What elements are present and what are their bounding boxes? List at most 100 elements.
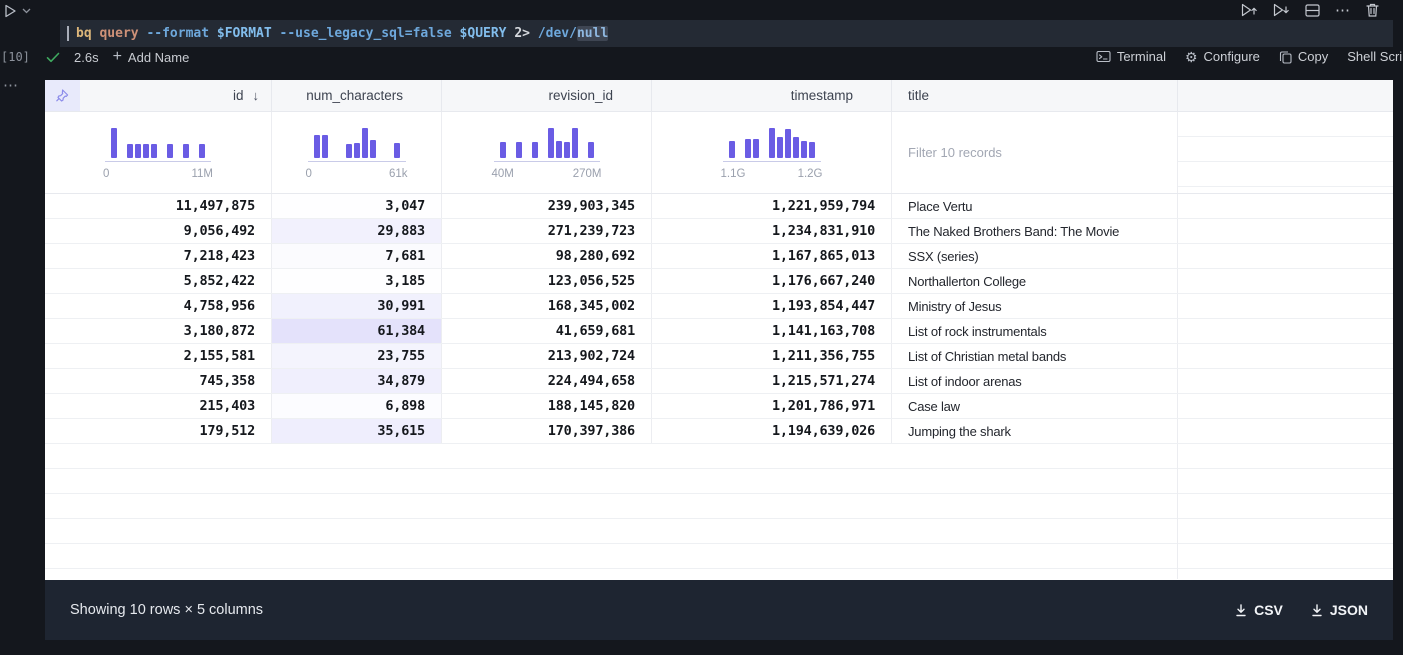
cell-title: Jumping the shark <box>891 419 1177 443</box>
hist-bar <box>353 143 360 158</box>
hist-bar <box>151 144 157 158</box>
split-cell-icon[interactable] <box>1305 3 1320 17</box>
play-icon <box>4 4 17 18</box>
hist-bar <box>784 128 791 158</box>
export-buttons: CSV JSON <box>1235 602 1368 618</box>
hist-min-label: 40M <box>491 167 514 180</box>
table-row[interactable]: 3,180,872 61,384 41,659,681 1,141,163,708 Li… <box>45 319 1393 344</box>
chevron-down-icon[interactable] <box>22 8 31 14</box>
cell-revision_id: 271,239,723 <box>441 219 651 243</box>
header-cell-revision_id[interactable]: revision_id <box>441 80 651 111</box>
table-row[interactable]: 215,403 6,898 188,145,820 1,201,786,971 Case… <box>45 394 1393 419</box>
cell-title: List of Christian metal bands <box>891 344 1177 368</box>
table-row[interactable]: 11,497,875 3,047 239,903,345 1,221,959,794 P… <box>45 194 1393 219</box>
hist-bar <box>752 139 759 158</box>
hist-min-label: 1.1G <box>720 167 746 180</box>
cell-title: Place Vertu <box>891 194 1177 218</box>
cell-empty <box>1177 244 1393 268</box>
success-check-icon <box>46 52 60 63</box>
copy-button[interactable]: Copy <box>1279 49 1328 64</box>
terminal-button[interactable]: Terminal <box>1096 49 1166 64</box>
run-all-below-button[interactable] <box>1273 3 1290 18</box>
cell-timestamp: 1,215,571,274 <box>651 369 891 393</box>
pin-column-button[interactable] <box>45 80 80 111</box>
plus-icon: + <box>112 48 122 65</box>
results-table: id ↓ num_characters revision_id timestamp tit… <box>45 80 1393 580</box>
cell-timestamp: 1,221,959,794 <box>651 194 891 218</box>
header-cell-id[interactable]: id ↓ <box>80 80 271 111</box>
hist-bar <box>369 139 376 158</box>
download-csv-button[interactable]: CSV <box>1235 602 1283 618</box>
more-options-icon[interactable]: ⋯ <box>1335 2 1351 19</box>
summary-cell-empty <box>1177 112 1393 193</box>
table-row[interactable]: 4,758,956 30,991 168,345,002 1,193,854,447 M… <box>45 294 1393 319</box>
histogram-num_characters[interactable]: 0 61k <box>271 112 441 193</box>
gear-icon: ⚙ <box>1184 48 1198 65</box>
filter-input[interactable]: Filter 10 records <box>891 112 1177 193</box>
configure-button[interactable]: ⚙ Configure <box>1185 49 1260 64</box>
delete-cell-icon[interactable] <box>1366 3 1379 17</box>
cell-num_characters: 3,185 <box>271 269 441 293</box>
shell-script-label: Shell Script <box>1347 49 1403 64</box>
histogram-timestamp[interactable]: 1.1G 1.2G <box>651 112 891 193</box>
add-name-button[interactable]: + Add Name <box>113 49 190 65</box>
cell-title: List of rock instrumentals <box>891 319 1177 343</box>
command-input[interactable]: bq query --format $FORMAT --use_legacy_s… <box>60 20 1393 47</box>
histogram-id[interactable]: 0 11M <box>45 112 271 193</box>
summary-row: 0 11M 0 61k 40M 270M 1.1G 1.2G Filter 10 records <box>45 112 1393 194</box>
run-all-above-button[interactable] <box>1241 3 1258 18</box>
cell-id: 745,358 <box>199 373 256 389</box>
hist-min-label: 0 <box>103 167 110 180</box>
table-row[interactable]: 745,358 34,879 224,494,658 1,215,571,274 Lis… <box>45 369 1393 394</box>
hist-bar <box>199 144 205 158</box>
table-row[interactable]: 179,512 35,615 170,397,386 1,194,639,026 Jum… <box>45 419 1393 444</box>
cell-empty <box>1177 194 1393 218</box>
cell-title: List of indoor arenas <box>891 369 1177 393</box>
cell-revision_id: 168,345,002 <box>441 294 651 318</box>
column-label: id <box>232 88 244 103</box>
table-row[interactable]: 9,056,492 29,883 271,239,723 1,234,831,910 T… <box>45 219 1393 244</box>
cell-timestamp: 1,167,865,013 <box>651 244 891 268</box>
text-cursor <box>67 26 69 41</box>
hist-bar <box>393 143 400 158</box>
histogram-revision_id[interactable]: 40M 270M <box>441 112 651 193</box>
cell-revision_id: 98,280,692 <box>441 244 651 268</box>
table-row[interactable]: 2,155,581 23,755 213,902,724 1,211,356,755 L… <box>45 344 1393 369</box>
download-json-button[interactable]: JSON <box>1311 602 1368 618</box>
hist-bar <box>563 141 570 158</box>
hist-bar <box>800 140 807 158</box>
hist-bar <box>183 144 189 158</box>
hist-bar <box>515 141 522 158</box>
header-cell-num_characters[interactable]: num_characters <box>271 80 441 111</box>
terminal-label: Terminal <box>1116 49 1166 64</box>
run-cell-button[interactable] <box>4 4 31 18</box>
cell-timestamp: 1,141,163,708 <box>651 319 891 343</box>
gutter-more-icon[interactable]: ⋯ <box>3 77 19 94</box>
hist-bar <box>744 139 751 158</box>
cell-num_characters: 35,615 <box>271 419 441 443</box>
download-icon <box>1311 603 1323 617</box>
cell-num_characters: 29,883 <box>271 219 441 243</box>
shell-script-button[interactable]: Shell Script <box>1347 49 1403 64</box>
cell-id: 179,512 <box>199 423 256 439</box>
row-count-summary: Showing 10 rows × 5 columns <box>70 602 264 618</box>
download-icon <box>1235 603 1247 617</box>
hist-min-label: 0 <box>305 167 312 180</box>
column-label: title <box>908 88 930 103</box>
table-row[interactable]: 7,218,423 7,681 98,280,692 1,167,865,013 SSX… <box>45 244 1393 269</box>
header-cell-title[interactable]: title <box>891 80 1177 111</box>
runtime-badge: 2.6s <box>74 49 99 65</box>
execution-count: [10] <box>1 50 30 64</box>
cell-timestamp: 1,176,667,240 <box>651 269 891 293</box>
cell-title: Northallerton College <box>891 269 1177 293</box>
hist-bar <box>792 137 799 158</box>
cell-revision_id: 224,494,658 <box>441 369 651 393</box>
cell-empty <box>1177 219 1393 243</box>
hist-bar <box>127 144 133 158</box>
header-cell-timestamp[interactable]: timestamp <box>651 80 891 111</box>
table-row[interactable]: 5,852,422 3,185 123,056,525 1,176,667,240 No… <box>45 269 1393 294</box>
column-label: num_characters <box>306 88 403 103</box>
hist-bar <box>587 141 594 158</box>
hist-bar <box>776 137 783 158</box>
cell-timestamp: 1,194,639,026 <box>651 419 891 443</box>
